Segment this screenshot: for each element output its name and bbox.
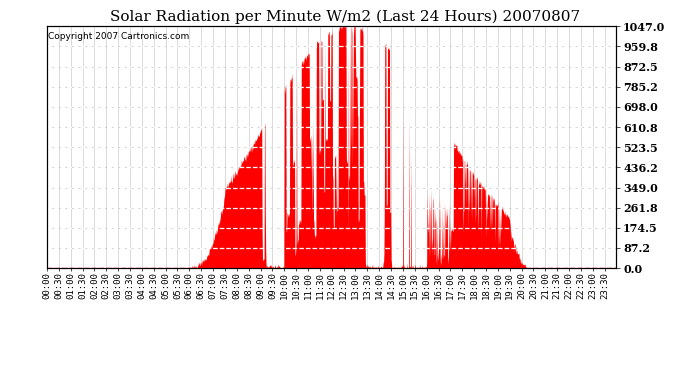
Text: Solar Radiation per Minute W/m2 (Last 24 Hours) 20070807: Solar Radiation per Minute W/m2 (Last 24… <box>110 9 580 24</box>
Text: Copyright 2007 Cartronics.com: Copyright 2007 Cartronics.com <box>48 32 189 41</box>
